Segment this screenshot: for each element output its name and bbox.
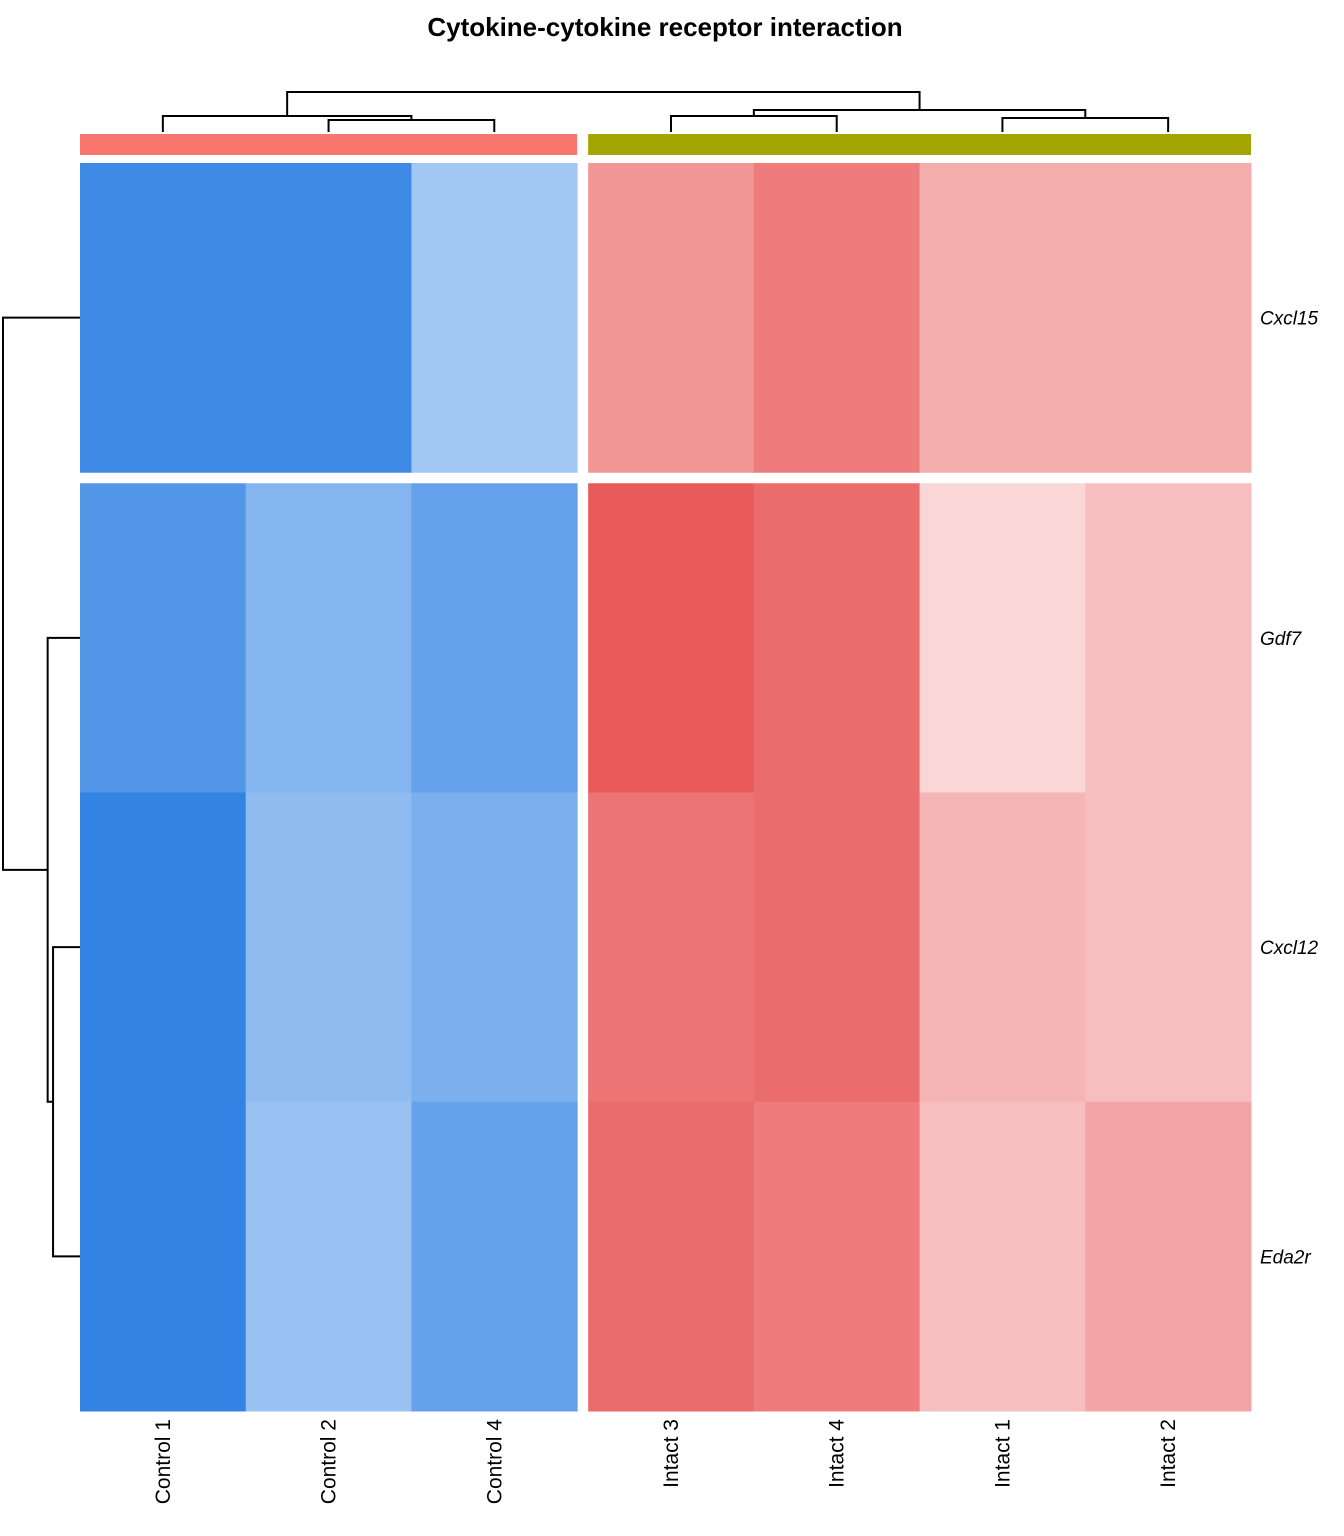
dendrogram-branch (670, 115, 838, 132)
heatmap-cell (753, 163, 921, 473)
heatmap-cell (80, 483, 247, 793)
dendrogram-branch (286, 91, 921, 116)
heatmap-cell (80, 1101, 247, 1412)
column-label: Control 4 (483, 1419, 506, 1505)
heatmap-cell (919, 163, 1086, 473)
group-annotation-bar (588, 134, 1251, 155)
heatmap-cell (411, 483, 578, 793)
heatmap-cell (1085, 1101, 1252, 1412)
dendrogram-branch (2, 316, 80, 871)
heatmap-cell (753, 1101, 921, 1412)
heatmap-cell (245, 1101, 412, 1412)
group-annotation-bar (80, 134, 578, 155)
heatmap-cell (588, 1101, 755, 1412)
heatmap-cell (411, 792, 578, 1103)
heatmap-cells (80, 163, 1252, 1412)
heatmap-cell (1085, 792, 1252, 1103)
heatmap-cell (919, 483, 1086, 793)
dendrogram-branch (52, 946, 80, 1258)
heatmap-cell (588, 163, 755, 473)
dendrogram-branch (327, 119, 496, 132)
heatmap-cell (753, 792, 921, 1103)
heatmap-cell (588, 792, 755, 1103)
column-label: Intact 1 (991, 1419, 1014, 1488)
heatmap-cell (753, 483, 921, 793)
heatmap-cell (245, 163, 412, 473)
heatmap-cell (919, 792, 1086, 1103)
row-label: Gdf7 (1260, 629, 1303, 650)
column-group-annotation (80, 134, 1251, 155)
dendrogram-branch (161, 115, 413, 132)
column-dendrogram (161, 91, 1170, 132)
heatmap-cell (411, 1101, 578, 1412)
column-label: Intact 3 (660, 1419, 683, 1488)
heatmap-cell (588, 483, 755, 793)
heatmap-cell (411, 163, 578, 473)
heatmap-cell (1085, 163, 1252, 473)
row-dendrogram (2, 316, 80, 1258)
row-label: Eda2r (1260, 1247, 1311, 1268)
heatmap-cell (1085, 483, 1252, 793)
column-labels: Control 1 Control 2 Control 4 Intact 3 Intac… (152, 1419, 1180, 1505)
column-label: Control 2 (318, 1419, 341, 1504)
heatmap-cell (80, 792, 247, 1103)
heatmap-cell (245, 792, 412, 1103)
column-label: Intact 4 (826, 1419, 849, 1488)
row-label: Cxcl15 (1260, 309, 1319, 330)
chart-title: Cytokine-cytokine receptor interaction (427, 12, 902, 42)
column-label: Control 1 (152, 1419, 175, 1504)
row-label: Cxcl12 (1260, 938, 1319, 959)
column-label: Intact 2 (1157, 1419, 1180, 1488)
dendrogram-branch (1001, 117, 1170, 132)
row-labels: Cxcl15 Gdf7 Cxcl12 Eda2r (1260, 309, 1319, 1269)
heatmap-cell (245, 483, 412, 793)
heatmap-cell (80, 163, 247, 473)
heatmap-cell (919, 1101, 1086, 1412)
